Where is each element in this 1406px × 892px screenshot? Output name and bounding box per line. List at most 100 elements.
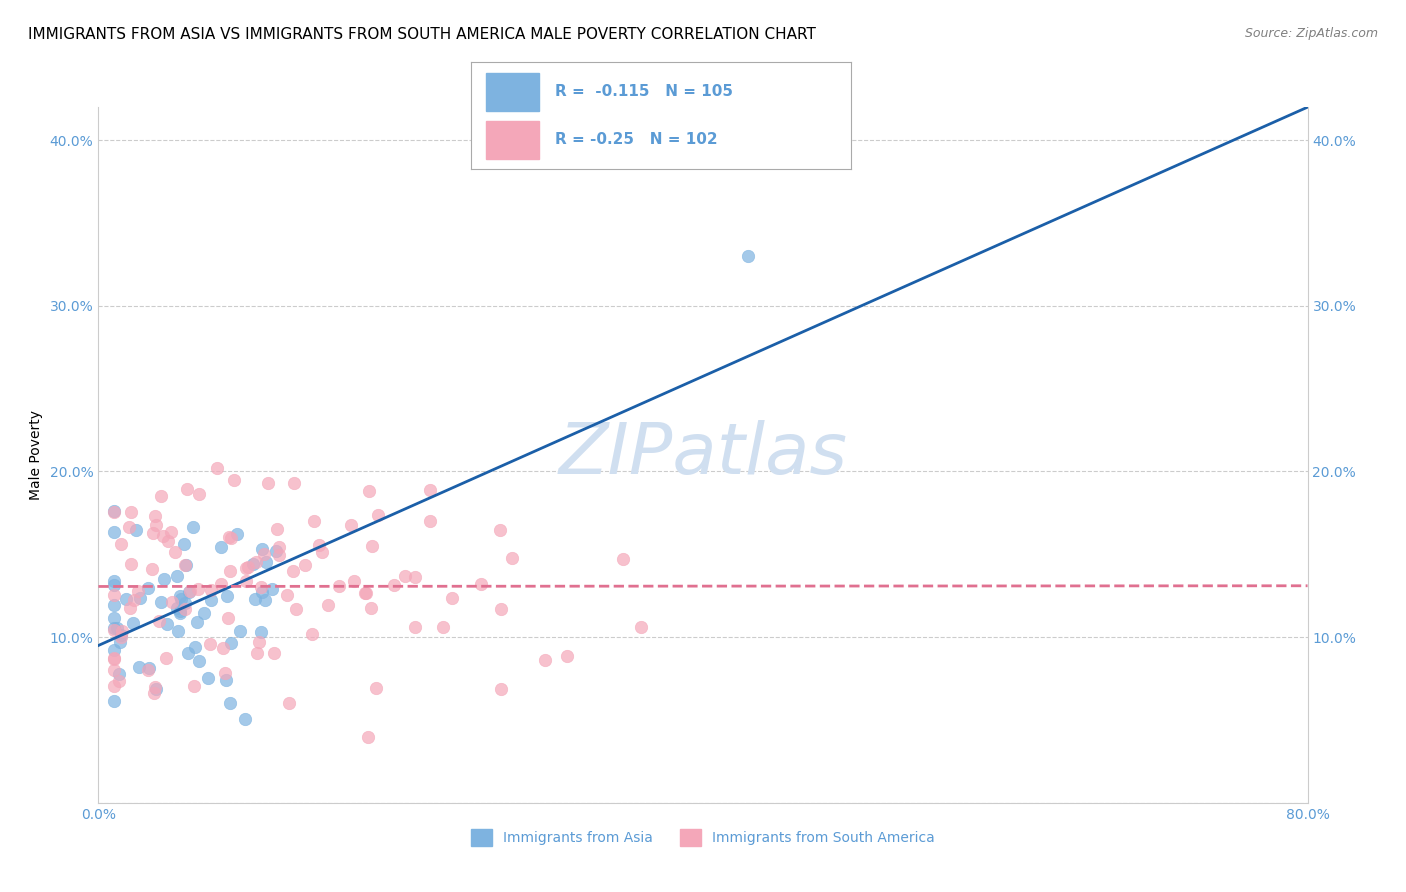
Point [419,483,441,497]
Point [170,592,193,607]
Point [218,530,240,544]
Point [103,578,125,592]
Point [247,635,270,649]
Point [470,576,492,591]
Point [156,534,179,549]
Point [339,518,361,533]
Point [141,562,163,576]
Point [108,667,131,681]
Point [630,620,652,634]
Point [229,624,252,638]
Point [127,583,149,598]
Legend: Immigrants from Asia, Immigrants from South America: Immigrants from Asia, Immigrants from So… [465,823,941,852]
Point [160,595,183,609]
Point [432,620,454,634]
Point [165,545,187,559]
Point [224,474,246,488]
Point [217,611,239,625]
Point [250,624,273,639]
Point [612,552,634,566]
Point [266,521,288,535]
Point [103,650,125,665]
Point [103,574,125,588]
Point [103,525,125,540]
Point [269,540,291,554]
Point [356,730,378,744]
Point [145,682,167,697]
Point [269,548,291,562]
Point [250,580,273,594]
Point [440,591,463,606]
Point [328,579,350,593]
Point [176,482,198,496]
Point [367,508,389,523]
Point [491,601,513,615]
Point [276,588,298,602]
FancyBboxPatch shape [486,73,540,111]
Point [103,623,125,637]
Point [533,653,555,667]
Point [394,569,416,583]
Point [129,591,152,606]
Point [124,523,146,537]
Point [111,624,134,639]
Point [209,577,232,591]
Point [184,640,207,654]
Point [254,555,277,569]
Text: ZIPatlas: ZIPatlas [558,420,848,490]
Point [419,514,441,528]
Point [174,602,197,616]
Point [197,671,219,685]
Point [173,558,195,572]
Point [173,537,195,551]
Point [136,663,159,677]
Point [156,616,179,631]
Point [193,607,215,621]
Point [343,574,366,588]
Point [108,635,131,649]
Text: R = -0.25   N = 102: R = -0.25 N = 102 [554,132,717,147]
Point [188,487,211,501]
Point [152,529,174,543]
Point [103,663,125,677]
Text: IMMIGRANTS FROM ASIA VS IMMIGRANTS FROM SOUTH AMERICA MALE POVERTY CORRELATION C: IMMIGRANTS FROM ASIA VS IMMIGRANTS FROM … [28,27,815,42]
Y-axis label: Male Poverty: Male Poverty [28,410,42,500]
Point [264,544,287,558]
Point [105,621,128,635]
Point [501,551,523,566]
Point [103,610,125,624]
Point [120,505,142,519]
Point [143,508,166,523]
Point [302,514,325,528]
Point [160,525,183,540]
Point [301,627,323,641]
Point [260,582,283,597]
Point [250,585,273,599]
Point [263,646,285,660]
Point [200,593,222,607]
Point [103,505,125,519]
Point [148,614,170,628]
Point [308,538,330,552]
Point [311,545,333,559]
Point [489,523,512,537]
Point [122,616,145,631]
Point [283,476,305,491]
Point [359,483,381,498]
Point [103,504,125,518]
Point [198,637,221,651]
Point [103,652,125,666]
Point [294,558,316,572]
Point [243,592,266,607]
Point [207,461,229,475]
Point [169,604,191,618]
Point [404,569,426,583]
Point [253,547,276,561]
Point [242,557,264,571]
Point [122,593,145,607]
Point [110,537,132,551]
Point [253,593,276,607]
Point [235,560,257,574]
Point [153,572,176,586]
Point [138,661,160,675]
